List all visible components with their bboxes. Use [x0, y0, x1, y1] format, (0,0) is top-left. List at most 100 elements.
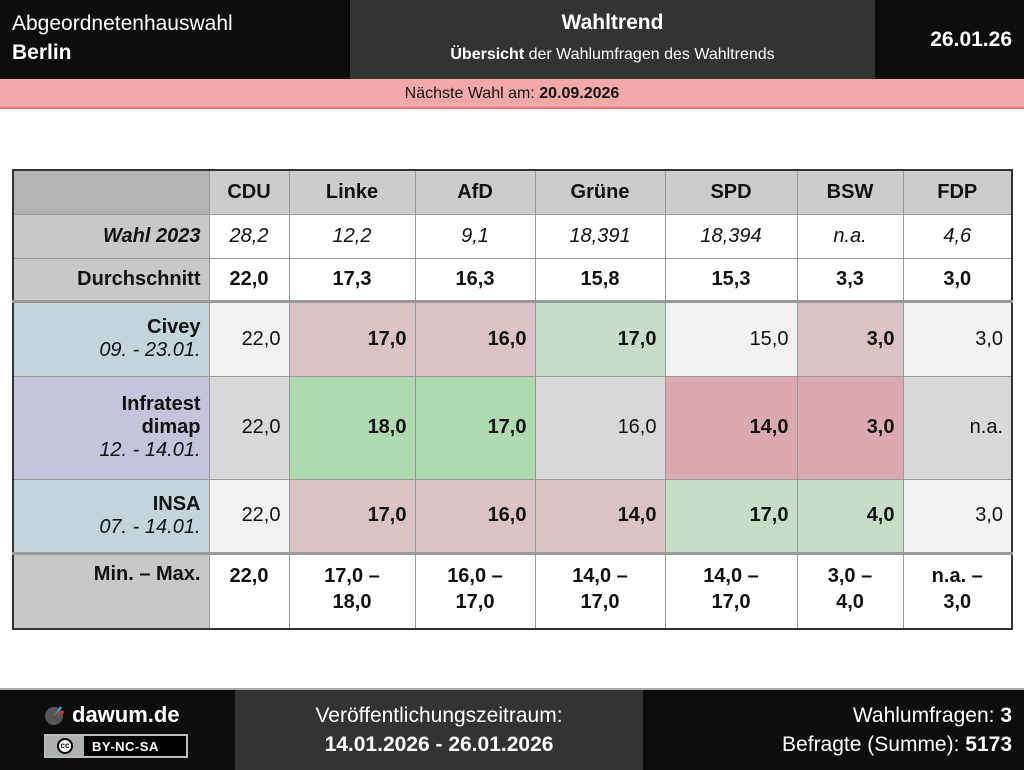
- table-cell: n.a.: [796, 213, 904, 259]
- next-election-label: Nächste Wahl am:: [404, 85, 540, 102]
- period-label: Veröffentlichungszeitraum:: [315, 704, 563, 727]
- title-panel: Wahltrend Übersicht der Wahlumfragen des…: [350, 0, 875, 79]
- party-header-bsw: BSW: [796, 169, 904, 215]
- table-cell: 17,3: [288, 257, 416, 302]
- table-cell: n.a. – 3,0: [902, 551, 1013, 630]
- table-cell: 4,0: [796, 478, 904, 554]
- table-cell: 9,1: [414, 213, 536, 259]
- table-cell: 22,0: [208, 478, 290, 554]
- table-cell: 15,3: [664, 257, 798, 302]
- table-cell: 3,0: [796, 375, 904, 480]
- table-cell: 15,8: [534, 257, 666, 302]
- party-header-row: CDU Linke AfD Grüne SPD BSW FDP: [12, 169, 1013, 215]
- respondents-label: Befragte (Summe):: [782, 733, 966, 756]
- poll-count: Wahlumfragen: 3: [853, 704, 1012, 728]
- range-max: 17,0: [580, 590, 620, 613]
- range-max: 17,0: [711, 590, 751, 613]
- footer: dawum.de cc BY-NC-SA Veröffentlichungsze…: [0, 688, 1024, 770]
- party-header-fdp: FDP: [902, 169, 1013, 215]
- poll-label: INSA 07. - 14.01.: [12, 478, 210, 554]
- table-cell: 16,0: [534, 375, 666, 480]
- table-cell: n.a.: [902, 375, 1013, 480]
- poll-table: CDU Linke AfD Grüne SPD BSW FDP Wahl 202…: [12, 169, 1013, 630]
- range-min: 3,0 –: [827, 564, 873, 587]
- table-cell: 3,0 – 4,0: [796, 551, 904, 630]
- table-cell: 17,0 – 18,0: [288, 551, 416, 630]
- period-panel: Veröffentlichungszeitraum: 14.01.2026 - …: [235, 690, 643, 770]
- region-name: Berlin: [12, 41, 72, 64]
- range-min: n.a. –: [931, 564, 983, 587]
- poll-dates: 12. - 14.01.: [99, 439, 201, 461]
- pie-chart-logo-icon: [45, 706, 64, 725]
- table-cell: 14,0 – 17,0: [534, 551, 666, 630]
- range-min: 14,0 –: [703, 564, 759, 587]
- stats-panel: Wahlumfragen: 3 Befragte (Summe): 5173: [643, 690, 1024, 770]
- party-header-gruene: Grüne: [534, 169, 666, 215]
- row-label: Min. – Max.: [12, 551, 210, 630]
- poll-label: Infratest dimap 12. - 14.01.: [12, 375, 210, 480]
- next-election-date: 20.09.2026: [539, 85, 620, 102]
- poll-dates: 09. - 23.01.: [99, 339, 201, 361]
- table-cell: 15,0: [664, 299, 798, 377]
- period-value: 14.01.2026 - 26.01.2026: [324, 733, 554, 756]
- page-title: Wahltrend: [561, 11, 664, 34]
- table-cell: 4,6: [902, 213, 1013, 259]
- table-cell: 3,0: [902, 299, 1013, 377]
- table-cell: 17,0: [534, 299, 666, 377]
- dawum-logo[interactable]: dawum.de: [44, 702, 180, 728]
- table-cell: 22,0: [208, 299, 290, 377]
- license-text: BY-NC-SA: [92, 738, 159, 754]
- brand-panel: dawum.de cc BY-NC-SA: [0, 690, 235, 770]
- range-max: 18,0: [332, 590, 372, 613]
- poll-label: Civey 09. - 23.01.: [12, 299, 210, 377]
- table-cell: 3,0: [796, 299, 904, 377]
- region-type: Abgeordnetenhauswahl: [12, 12, 233, 35]
- table-cell: 14,0 – 17,0: [664, 551, 798, 630]
- date-panel: 26.01.26: [875, 0, 1024, 79]
- row-label: Wahl 2023: [12, 213, 210, 259]
- table-cell: 16,3: [414, 257, 536, 302]
- poll-row-insa: INSA 07. - 14.01. 22,0 17,0 16,0 14,0 17…: [12, 478, 1013, 554]
- party-header-spd: SPD: [664, 169, 798, 215]
- party-header-afd: AfD: [414, 169, 536, 215]
- range-min: 16,0 –: [447, 564, 503, 587]
- range-max: 17,0: [455, 590, 495, 613]
- poll-dates: 07. - 14.01.: [99, 515, 201, 538]
- party-header-cdu: CDU: [208, 169, 290, 215]
- table-cell: 3,0: [902, 257, 1013, 302]
- table-cell: 22,0: [208, 257, 290, 302]
- table-cell: 16,0 – 17,0: [414, 551, 536, 630]
- table-cell: 18,0: [288, 375, 416, 480]
- respondents-sum: Befragte (Summe): 5173: [782, 733, 1012, 757]
- table-cell: 14,0: [664, 375, 798, 480]
- corner-cell: [12, 169, 210, 215]
- subtitle-bold: Übersicht: [450, 46, 525, 63]
- table-cell: 18,391: [534, 213, 666, 259]
- cc-icon: cc: [46, 736, 84, 756]
- institute-name: Civey: [147, 316, 201, 338]
- table-cell: 3,0: [902, 478, 1013, 554]
- poll-count-label: Wahlumfragen:: [852, 704, 1001, 727]
- institute-name: Infratest: [121, 393, 201, 415]
- table-cell: 18,394: [664, 213, 798, 259]
- table-cell: 28,2: [208, 213, 290, 259]
- table-cell: 17,0: [664, 478, 798, 554]
- table-cell: 17,0: [414, 375, 536, 480]
- table-cell: 22,0: [208, 551, 290, 630]
- table-cell: 17,0: [288, 478, 416, 554]
- current-date: 26.01.26: [930, 28, 1012, 51]
- institute-name-cont: dimap: [141, 416, 201, 438]
- party-header-linke: Linke: [288, 169, 416, 215]
- range-min: 22,0: [229, 564, 269, 587]
- range-min: 17,0 –: [324, 564, 380, 587]
- table-cell: 17,0: [288, 299, 416, 377]
- license-badge[interactable]: cc BY-NC-SA: [44, 734, 188, 758]
- range-max: 3,0: [943, 590, 972, 613]
- page-subtitle: Übersicht der Wahlumfragen des Wahltrend…: [350, 46, 875, 64]
- average-row: Durchschnitt 22,0 17,3 16,3 15,8 15,3 3,…: [12, 257, 1013, 302]
- range-max: 4,0: [836, 590, 864, 613]
- poll-row-infratest-dimap: Infratest dimap 12. - 14.01. 22,0 18,0 1…: [12, 375, 1013, 480]
- table-cell: 16,0: [414, 299, 536, 377]
- election-result-row: Wahl 2023 28,2 12,2 9,1 18,391 18,394 n.…: [12, 213, 1013, 259]
- table-cell: 3,3: [796, 257, 904, 302]
